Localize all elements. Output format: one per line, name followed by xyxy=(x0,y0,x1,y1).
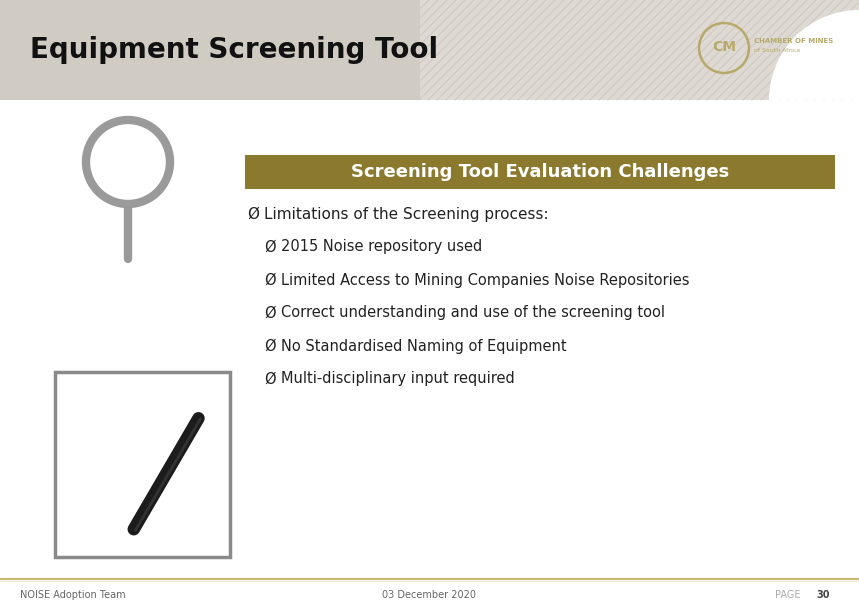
Text: Limitations of the Screening process:: Limitations of the Screening process: xyxy=(264,206,549,222)
FancyBboxPatch shape xyxy=(0,100,859,582)
Text: of South Africa: of South Africa xyxy=(754,48,800,53)
Text: 2015 Noise repository used: 2015 Noise repository used xyxy=(281,239,482,255)
FancyBboxPatch shape xyxy=(0,0,859,100)
Wedge shape xyxy=(769,10,859,100)
Text: Correct understanding and use of the screening tool: Correct understanding and use of the scr… xyxy=(281,305,665,321)
Text: Ø: Ø xyxy=(265,371,276,387)
Text: NOISE Adoption Team: NOISE Adoption Team xyxy=(20,590,125,600)
FancyBboxPatch shape xyxy=(245,155,835,189)
Text: Ø: Ø xyxy=(265,239,276,255)
Text: CHAMBER OF MINES: CHAMBER OF MINES xyxy=(754,38,833,44)
Text: Ø: Ø xyxy=(265,305,276,321)
Text: 30: 30 xyxy=(816,590,830,600)
Text: Multi-disciplinary input required: Multi-disciplinary input required xyxy=(281,371,515,387)
Text: CM: CM xyxy=(712,40,736,54)
Text: Screening Tool Evaluation Challenges: Screening Tool Evaluation Challenges xyxy=(350,163,729,181)
Text: Ø: Ø xyxy=(265,338,276,354)
FancyBboxPatch shape xyxy=(55,372,230,557)
Text: PAGE: PAGE xyxy=(775,590,801,600)
Text: Equipment Screening Tool: Equipment Screening Tool xyxy=(30,36,438,64)
Text: Ø: Ø xyxy=(265,272,276,288)
Polygon shape xyxy=(420,0,859,100)
Text: 03 December 2020: 03 December 2020 xyxy=(382,590,476,600)
Text: Limited Access to Mining Companies Noise Repositories: Limited Access to Mining Companies Noise… xyxy=(281,272,690,288)
Text: Ø: Ø xyxy=(247,206,259,222)
Text: No Standardised Naming of Equipment: No Standardised Naming of Equipment xyxy=(281,338,567,354)
